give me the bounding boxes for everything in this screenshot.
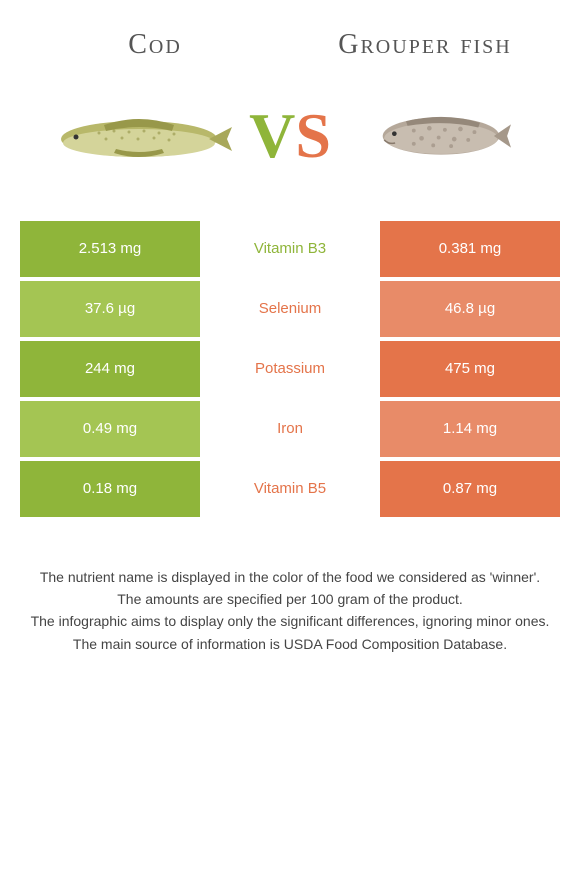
nutrient-table: 2.513 mgVitamin B30.381 mg37.6 µgSeleniu…: [20, 221, 560, 517]
footer-line: The amounts are specified per 100 gram o…: [20, 589, 560, 609]
vs-v-letter: V: [249, 99, 295, 173]
left-value: 2.513 mg: [20, 221, 200, 277]
left-food-title: Cod: [34, 30, 277, 61]
nutrient-name: Iron: [200, 401, 380, 457]
cod-image: [44, 91, 234, 181]
footer-line: The nutrient name is displayed in the co…: [20, 567, 560, 587]
left-value: 0.18 mg: [20, 461, 200, 517]
table-row: 244 mgPotassium475 mg: [20, 341, 560, 397]
table-row: 2.513 mgVitamin B30.381 mg: [20, 221, 560, 277]
footer-line: The main source of information is USDA F…: [20, 634, 560, 654]
right-value: 46.8 µg: [380, 281, 560, 337]
nutrient-name: Vitamin B3: [200, 221, 380, 277]
nutrient-name: Vitamin B5: [200, 461, 380, 517]
vs-label: VS: [249, 99, 331, 173]
left-value: 244 mg: [20, 341, 200, 397]
table-row: 0.49 mgIron1.14 mg: [20, 401, 560, 457]
vs-row: VS: [0, 71, 580, 221]
right-food-title: Grouper fish: [304, 30, 547, 61]
table-row: 37.6 µgSelenium46.8 µg: [20, 281, 560, 337]
table-row: 0.18 mgVitamin B50.87 mg: [20, 461, 560, 517]
nutrient-name: Potassium: [200, 341, 380, 397]
left-value: 37.6 µg: [20, 281, 200, 337]
grouper-image: [346, 91, 536, 181]
right-value: 475 mg: [380, 341, 560, 397]
footer-line: The infographic aims to display only the…: [20, 611, 560, 631]
left-value: 0.49 mg: [20, 401, 200, 457]
right-value: 1.14 mg: [380, 401, 560, 457]
right-value: 0.381 mg: [380, 221, 560, 277]
nutrient-name: Selenium: [200, 281, 380, 337]
header: Cod Grouper fish: [0, 0, 580, 71]
footer-notes: The nutrient name is displayed in the co…: [20, 567, 560, 654]
vs-s-letter: S: [295, 99, 331, 173]
right-value: 0.87 mg: [380, 461, 560, 517]
